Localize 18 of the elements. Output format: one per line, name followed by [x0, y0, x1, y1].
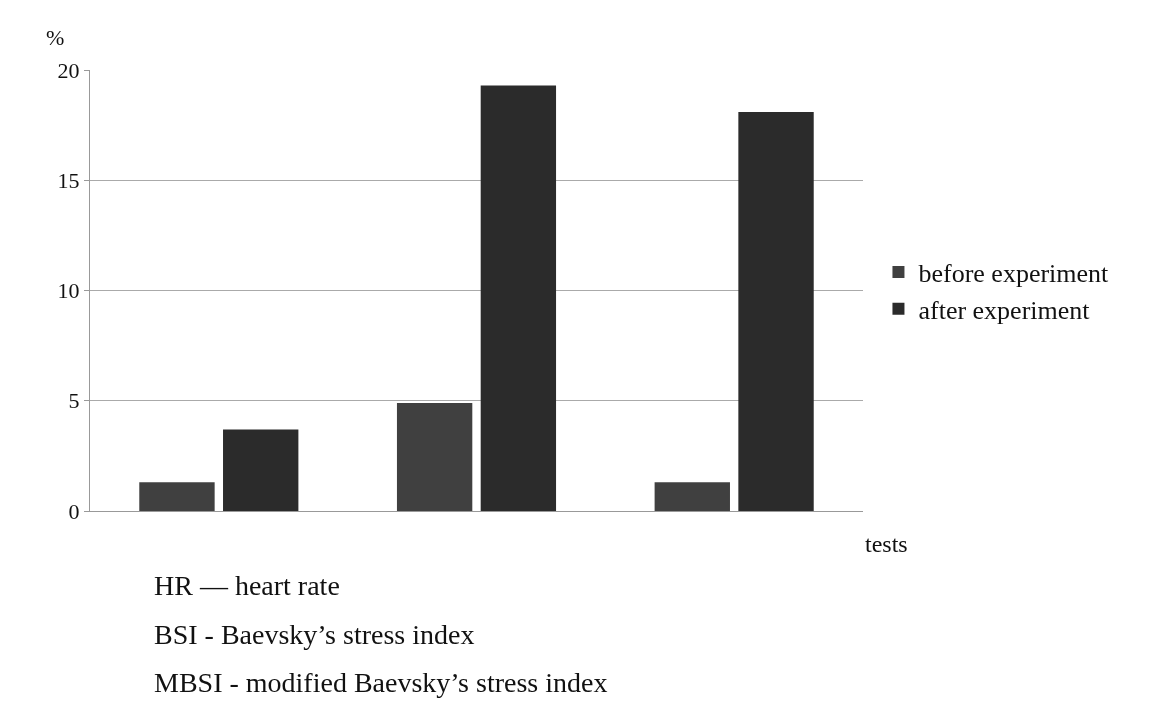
bar	[223, 429, 299, 511]
bar	[396, 402, 473, 511]
x-axis-title: tests	[865, 531, 908, 557]
bar	[738, 111, 814, 511]
y-tick-label: 20	[57, 57, 80, 83]
y-axis-title: %	[46, 25, 65, 50]
bar	[139, 482, 215, 511]
y-tick-label: 10	[57, 278, 80, 304]
legend-label: before experiment	[918, 259, 1110, 289]
y-tick-label: 15	[57, 167, 80, 193]
text: HR — heart rate	[154, 570, 340, 601]
legend-label: after experiment	[918, 295, 1091, 325]
text: MBSI - modified Baevsky’s stress index	[154, 667, 608, 698]
text: BSI - Baevsky’s stress index	[154, 619, 475, 650]
bar	[480, 85, 557, 511]
y-tick-label: 5	[68, 388, 80, 414]
bar	[654, 482, 730, 511]
y-tick-label: 0	[68, 498, 80, 524]
